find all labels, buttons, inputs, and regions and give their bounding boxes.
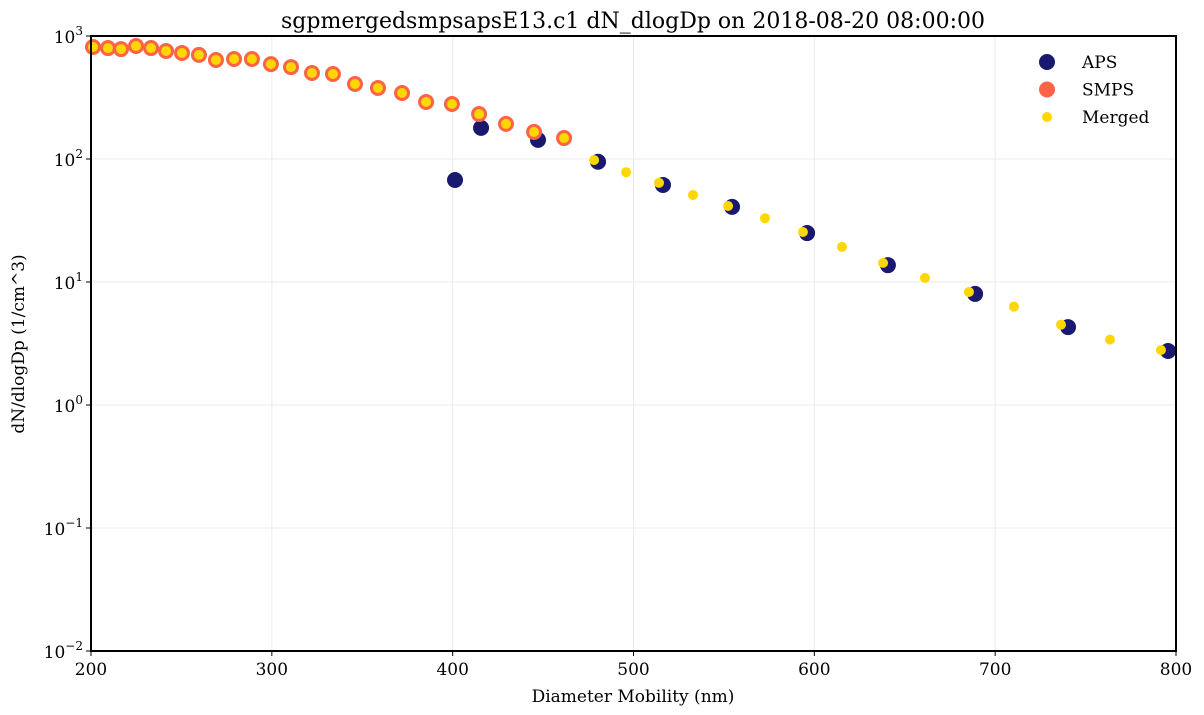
- aps-point: [447, 171, 464, 188]
- merged-point: [210, 55, 221, 66]
- merged-point: [1008, 301, 1019, 312]
- legend-marker-aps: [1039, 54, 1055, 70]
- merged-point: [397, 88, 408, 99]
- merged-point: [1104, 334, 1115, 345]
- x-tick-label: 800: [1160, 660, 1192, 680]
- x-axis: 200 300 400 500 600 700 800: [75, 651, 1192, 680]
- merged-point: [529, 126, 540, 137]
- legend-label-merged: Merged: [1082, 108, 1150, 128]
- merged-point: [963, 286, 974, 297]
- merged-point: [102, 43, 113, 54]
- merged-point: [759, 213, 770, 224]
- merged-point: [878, 257, 889, 268]
- grid: [90, 35, 1177, 652]
- merged-point: [131, 40, 142, 51]
- x-tick-label: 500: [617, 660, 649, 680]
- y-tick-label: 101: [54, 270, 83, 294]
- merged-point: [501, 118, 512, 129]
- merged-point: [265, 59, 276, 70]
- merged-point: [474, 109, 485, 120]
- merged-point: [372, 82, 383, 93]
- legend-marker-smps: [1039, 81, 1055, 98]
- merged-point: [653, 177, 664, 188]
- merged-point: [116, 44, 127, 55]
- merged-point: [87, 41, 98, 52]
- merged-point: [286, 62, 297, 73]
- merged-point: [246, 54, 257, 65]
- merged-point: [1055, 319, 1066, 330]
- series-smps: [84, 37, 573, 147]
- y-tick-label: 102: [54, 147, 83, 171]
- y-tick-label: 100: [54, 393, 83, 417]
- legend-marker-merged: [1042, 112, 1052, 122]
- y-tick-label: 103: [54, 24, 83, 48]
- merged-point: [146, 43, 157, 54]
- x-axis-label: Diameter Mobility (nm): [532, 687, 735, 707]
- chart-title: sgpmergedsmpsapsE13.c1 dN_dlogDp on 2018…: [281, 9, 985, 34]
- merged-point: [161, 46, 172, 57]
- merged-point: [621, 167, 632, 178]
- merged-point: [327, 68, 338, 79]
- x-tick-label: 300: [256, 660, 288, 680]
- x-tick-label: 600: [798, 660, 830, 680]
- y-tick-label: 10−1: [44, 516, 83, 540]
- legend: APS SMPS Merged: [1039, 53, 1150, 128]
- merged-point: [589, 155, 600, 166]
- y-tick-label: 10−2: [44, 639, 83, 663]
- merged-point: [837, 241, 848, 252]
- merged-point: [421, 96, 432, 107]
- series-aps: [447, 119, 1177, 359]
- aps-point: [473, 119, 490, 136]
- merged-point: [723, 200, 734, 211]
- merged-point: [306, 68, 317, 79]
- x-tick-label: 200: [75, 660, 107, 680]
- y-axis-label: dN/dlogDp (1/cm^3): [9, 254, 29, 433]
- merged-point: [687, 189, 698, 200]
- merged-point: [193, 49, 204, 60]
- merged-point: [446, 98, 457, 109]
- merged-point: [350, 79, 361, 90]
- x-tick-label: 700: [979, 660, 1011, 680]
- merged-point: [176, 47, 187, 58]
- series-merged: [87, 40, 1166, 355]
- merged-point: [229, 54, 240, 65]
- merged-point: [559, 133, 570, 144]
- y-axis: 10−2 10−1 100 101 102 103: [44, 24, 91, 663]
- merged-point: [797, 226, 808, 237]
- merged-point: [1155, 344, 1166, 355]
- legend-label-aps: APS: [1081, 53, 1117, 73]
- data-points: [84, 37, 1177, 359]
- merged-point: [920, 272, 931, 283]
- x-tick-label: 400: [436, 660, 468, 680]
- legend-label-smps: SMPS: [1082, 81, 1134, 101]
